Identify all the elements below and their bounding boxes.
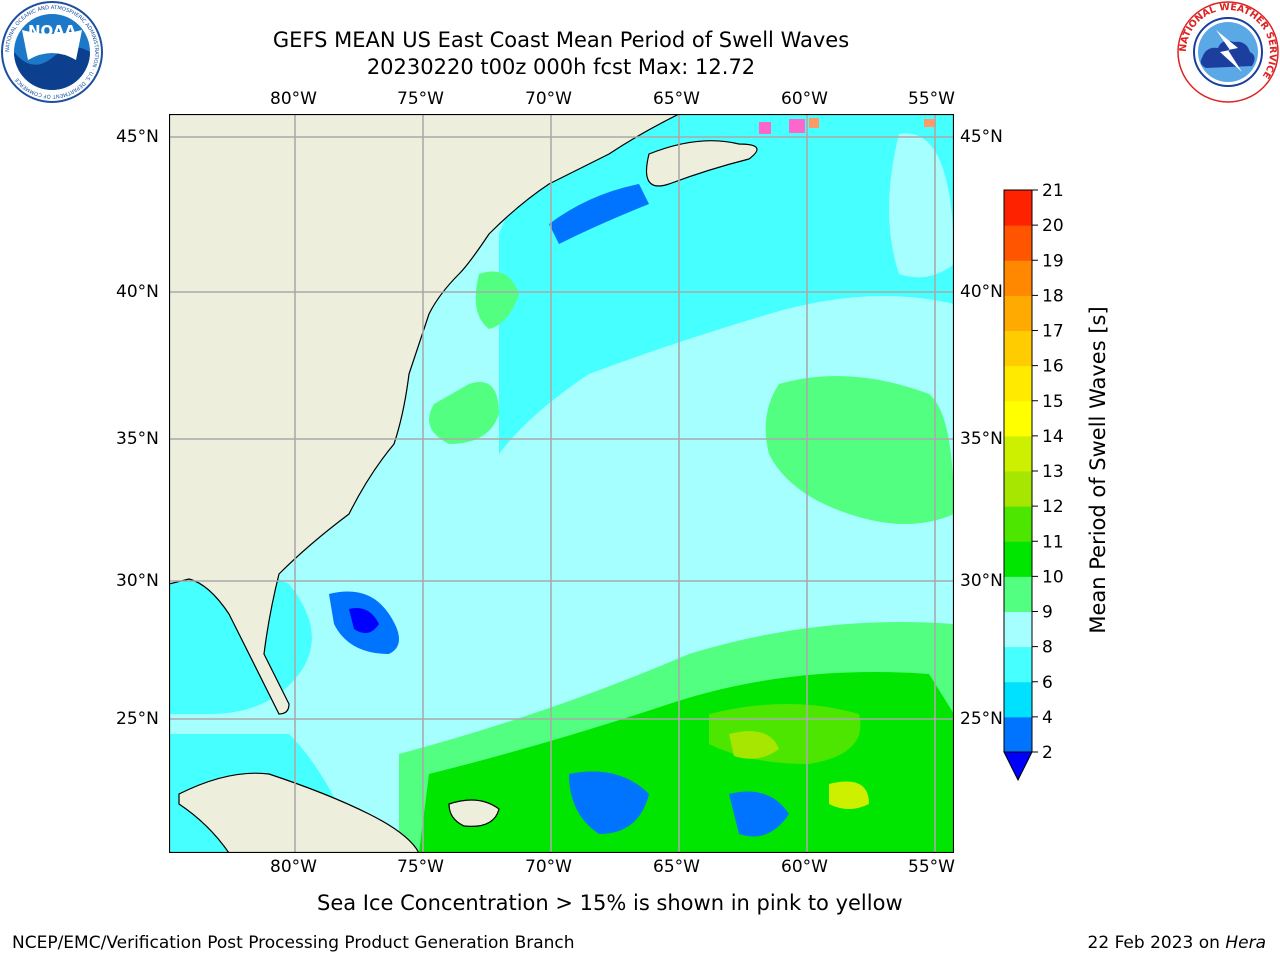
lat-tick-right-25n: 25°N: [960, 709, 1003, 729]
lon-tick-bottom-80w: 80°W: [270, 857, 317, 877]
colorbar-tick-label: 17: [1042, 322, 1064, 342]
colorbar-tick-label: 19: [1042, 251, 1064, 271]
sea-ice-cell: [759, 122, 771, 134]
lat-tick-right-30n: 30°N: [960, 571, 1003, 591]
colorbar-segment: [1004, 646, 1032, 683]
lat-tick-left-45n: 45°N: [116, 127, 159, 147]
contour-2-4-b: [569, 771, 649, 834]
lat-tick-left-30n: 30°N: [116, 571, 159, 591]
graticule: [169, 114, 954, 853]
land-nova-scotia: [645, 140, 758, 187]
chart-subtitle: 20230220 t00z 000h fcst Max: 12.72: [366, 55, 756, 79]
colorbar-tick-label: 21: [1042, 182, 1064, 201]
sea-ice-note: Sea Ice Concentration > 15% is shown in …: [317, 891, 903, 915]
chart-title: GEFS MEAN US East Coast Mean Period of S…: [272, 28, 850, 52]
credit-text: NCEP/EMC/Verification Post Processing Pr…: [12, 933, 575, 953]
lat-tick-left-35n: 35°N: [116, 429, 159, 449]
host-name: Hera: [1225, 933, 1266, 953]
colorbar-segment: [1004, 576, 1032, 612]
noaa-text: NOAA: [28, 22, 77, 40]
colorbar-tick-label: 12: [1042, 497, 1064, 517]
colorbar-segment: [1004, 541, 1032, 577]
colorbar-segment: [1004, 716, 1032, 753]
contour-9-10-a: [429, 382, 499, 444]
colorbar-segment: [1004, 365, 1032, 402]
colorbar-tick-label: 10: [1042, 567, 1064, 587]
colorbar-segment: [1004, 260, 1032, 296]
lon-tick-bottom-60w: 60°W: [781, 857, 828, 877]
lon-tick-bottom-70w: 70°W: [525, 857, 572, 877]
lon-tick-bottom-75w: 75°W: [397, 857, 444, 877]
colorbar-tick-label: 20: [1042, 216, 1064, 236]
colorbar-extend-arrow: [1003, 751, 1033, 782]
colorbar-segment: [1004, 225, 1032, 261]
colorbar-tick-label: 16: [1042, 357, 1064, 377]
colorbar-tick-label: 9: [1042, 603, 1053, 623]
sea-ice-cell: [809, 118, 819, 128]
lon-tick-top-60w: 60°W: [781, 89, 828, 109]
sea-ice-cell: [924, 119, 936, 127]
nws-logo: NATIONAL WEATHER SERVICE: [1177, 1, 1279, 103]
contour-2-4-c: [729, 791, 789, 837]
contour-9-10-b: [475, 271, 519, 329]
map-border: [169, 114, 954, 853]
land-cuba: [178, 772, 420, 853]
colorbar-tick-label: 6: [1042, 673, 1053, 693]
noaa-logo: NOAA NATIONAL OCEANIC AND ATMOSPHERIC AD…: [1, 1, 103, 103]
colorbar-tick-label: 13: [1042, 462, 1064, 482]
lon-tick-top-55w: 55°W: [908, 89, 955, 109]
colorbar-segment: [1004, 435, 1032, 472]
colorbar-tick-label: 4: [1042, 708, 1053, 728]
contour-8-9-ne: [889, 133, 954, 278]
colorbar-tick-label: 15: [1042, 392, 1064, 412]
colorbar-label: Mean Period of Swell Waves [s]: [1086, 306, 1110, 634]
colorbar-tick-label: 2: [1042, 743, 1053, 763]
lat-tick-right-35n: 35°N: [960, 429, 1003, 449]
swell-period-map: [169, 114, 954, 853]
colorbar-segment: [1004, 611, 1032, 648]
colorbar-segment: [1004, 471, 1032, 507]
colorbar-tick-label: 8: [1042, 638, 1053, 658]
colorbar-tick-label: 11: [1042, 532, 1064, 552]
lat-tick-right-45n: 45°N: [960, 127, 1003, 147]
lon-tick-top-80w: 80°W: [270, 89, 317, 109]
contour-2-4-coast: [549, 184, 649, 244]
lat-tick-left-40n: 40°N: [116, 282, 159, 302]
lon-tick-bottom-65w: 65°W: [653, 857, 700, 877]
colorbar-segment: [1004, 190, 1032, 226]
date-text: 22 Feb 2023 on: [1087, 933, 1226, 953]
lon-tick-top-65w: 65°W: [653, 89, 700, 109]
lat-tick-right-40n: 40°N: [960, 282, 1003, 302]
lat-tick-left-25n: 25°N: [116, 709, 159, 729]
colorbar-tick-label: 14: [1042, 427, 1064, 447]
colorbar-tick-label: 18: [1042, 286, 1064, 306]
contour-below-2-a: [349, 608, 379, 633]
colorbar: 2 4 6 8 9 10 11 12 13 14 15 16 17 18 19 20 21: [1003, 182, 1064, 782]
contour-9-10-east: [765, 376, 954, 524]
date-stamp: 22 Feb 2023 on Hera: [1088, 933, 1266, 953]
colorbar-segment: [1004, 681, 1032, 718]
lon-tick-top-70w: 70°W: [525, 89, 572, 109]
colorbar-segment: [1004, 506, 1032, 542]
land-hispaniola: [448, 799, 500, 827]
lon-tick-top-75w: 75°W: [397, 89, 444, 109]
colorbar-segment: [1004, 400, 1032, 437]
land-north-america: [169, 114, 680, 715]
sea-ice-cell: [789, 119, 805, 133]
colorbar-segment: [1004, 295, 1032, 331]
lon-tick-bottom-55w: 55°W: [908, 857, 955, 877]
contour-12-13-a: [729, 731, 779, 759]
contour-12-13-b: [829, 781, 869, 809]
colorbar-segment: [1004, 330, 1032, 367]
